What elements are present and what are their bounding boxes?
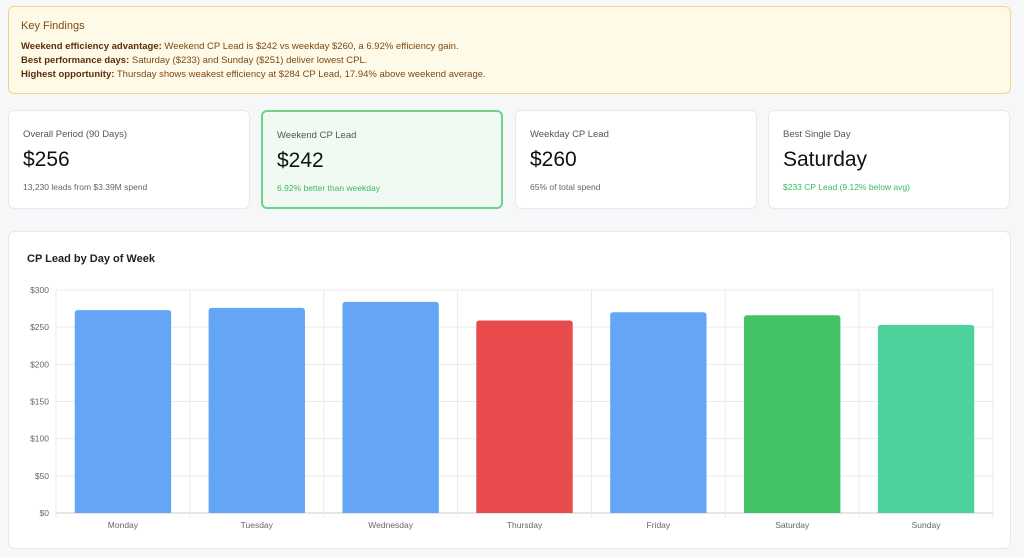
finding-label: Highest opportunity:	[21, 69, 115, 80]
x-tick-label: Sunday	[912, 520, 942, 530]
bar-friday	[610, 312, 707, 513]
finding-label: Weekend efficiency advantage:	[21, 41, 162, 52]
y-tick-label: $150	[30, 397, 49, 407]
card-value: Saturday	[783, 148, 868, 171]
card-label: Weekend CP Lead	[277, 130, 357, 141]
y-tick-label: $300	[30, 285, 49, 295]
card-label: Overall Period (90 Days)	[23, 129, 128, 140]
bar-tuesday	[208, 307, 305, 513]
x-tick-label: Wednesday	[368, 520, 413, 530]
key-findings-title: Key Findings	[21, 20, 85, 32]
bar-saturday	[744, 315, 841, 513]
finding-item: Highest opportunity: Thursday shows weak…	[21, 68, 998, 82]
y-tick-label: $50	[35, 471, 49, 481]
card-subtext: 65% of total spend	[530, 182, 601, 192]
y-tick-label: $250	[30, 322, 49, 332]
overall-period-card: Overall Period (90 Days) $256 13,230 lea…	[8, 110, 250, 209]
finding-item: Best performance days: Saturday ($233) a…	[21, 54, 998, 68]
chart-panel: CP Lead by Day of Week $0 $50 $100 $150 $200…	[8, 231, 1011, 549]
y-tick-label: $200	[30, 359, 49, 369]
x-tick-label: Monday	[108, 520, 139, 530]
bar-chart: $0 $50 $100 $150 $200 $250 $300 Monday Tuesday We…	[30, 285, 994, 530]
finding-text: Weekend CP Lead is $242 vs weekday $260,…	[161, 41, 459, 52]
bar-thursday	[476, 320, 573, 513]
bar-wednesday	[342, 301, 439, 513]
card-value: $242	[277, 149, 324, 172]
card-label: Weekday CP Lead	[530, 129, 609, 140]
finding-text: Saturday ($233) and Sunday ($251) delive…	[129, 55, 368, 66]
x-tick-label: Tuesday	[241, 520, 274, 530]
x-tick-label: Saturday	[775, 520, 810, 530]
card-subtext: 6.92% better than weekday	[277, 183, 381, 193]
x-tick-label: Thursday	[507, 520, 543, 530]
card-subtext: $233 CP Lead (9.12% below avg)	[783, 182, 910, 192]
bar-sunday	[877, 324, 975, 513]
finding-item: Weekend efficiency advantage: Weekend CP…	[21, 40, 998, 54]
chart-title: CP Lead by Day of Week	[27, 253, 155, 265]
finding-label: Best performance days:	[21, 55, 130, 66]
card-value: $256	[23, 148, 70, 171]
best-single-day-card: Best Single Day Saturday $233 CP Lead (9…	[768, 110, 1010, 209]
bar-monday	[74, 310, 172, 513]
weekend-cp-lead-card: Weekend CP Lead $242 6.92% better than w…	[261, 110, 503, 209]
card-subtext: 13,230 leads from $3.39M spend	[23, 182, 148, 192]
key-findings-panel: Key Findings Weekend efficiency advantag…	[8, 6, 1011, 94]
weekday-cp-lead-card: Weekday CP Lead $260 65% of total spend	[515, 110, 757, 209]
y-tick-label: $100	[30, 434, 49, 444]
card-label: Best Single Day	[783, 129, 851, 140]
finding-text: Thursday shows weakest efficiency at $28…	[114, 69, 486, 80]
x-tick-label: Friday	[647, 520, 671, 530]
y-tick-label: $0	[40, 508, 50, 518]
card-value: $260	[530, 148, 577, 171]
